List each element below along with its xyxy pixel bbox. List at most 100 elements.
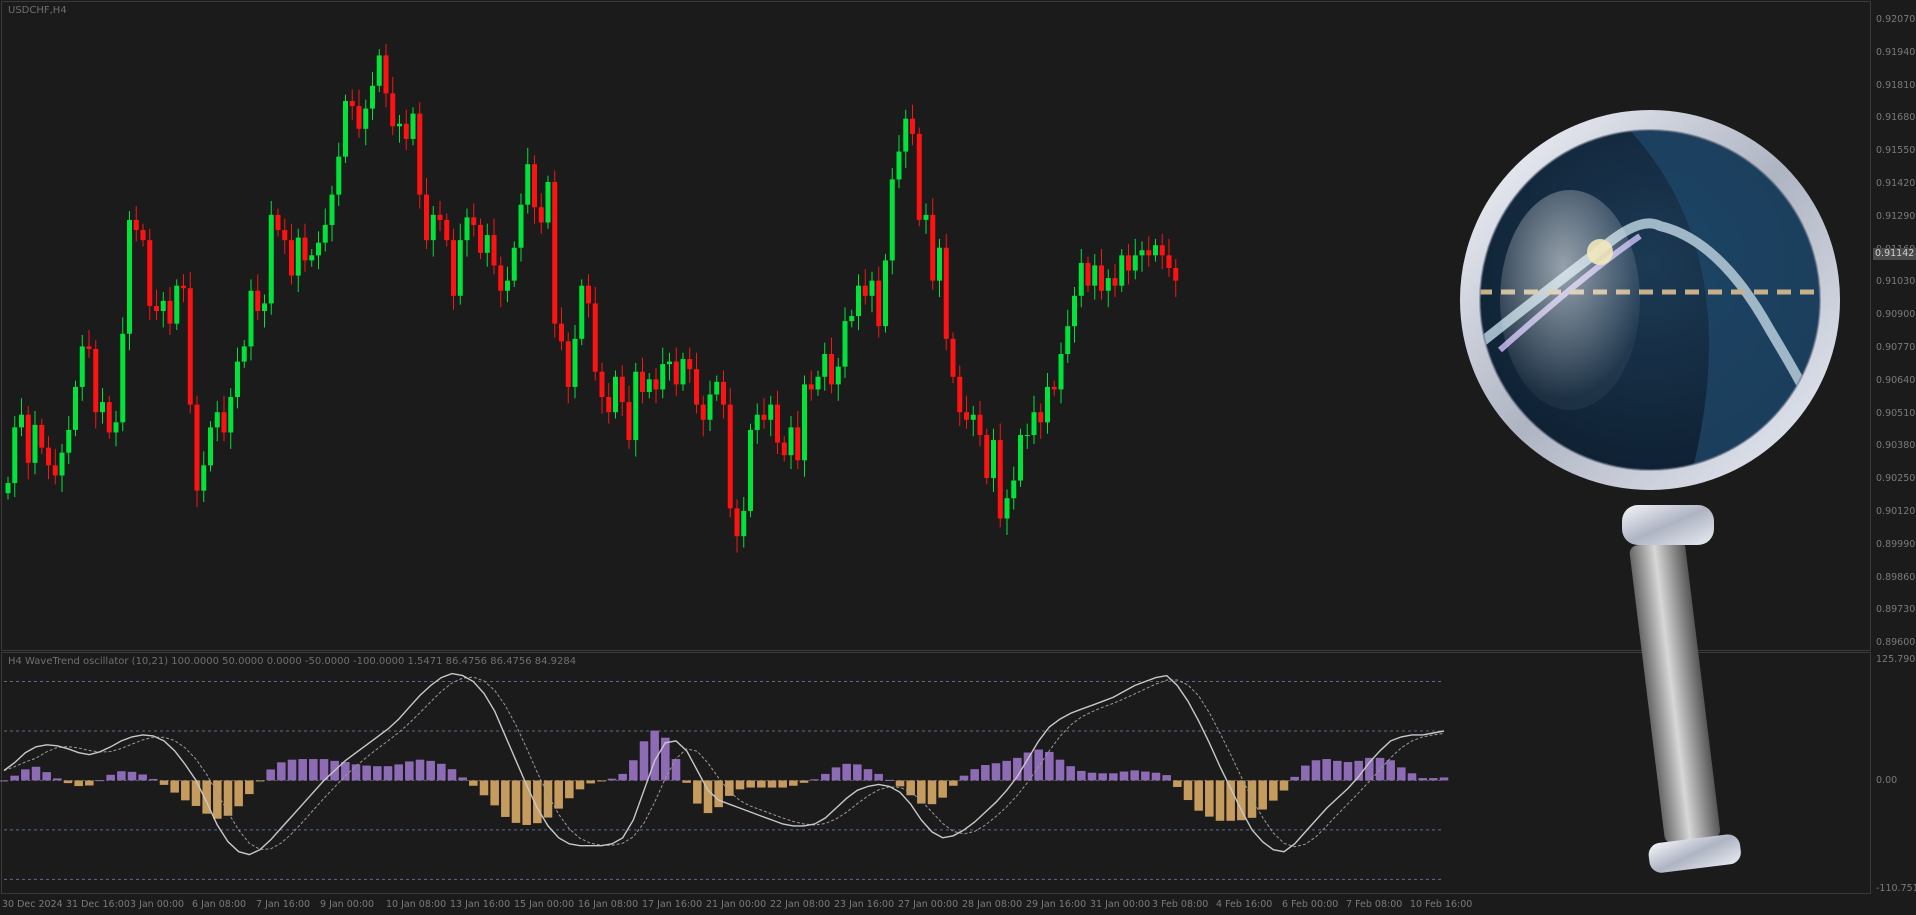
bear-candle [417,113,423,195]
time-tick-label: 22 Jan 08:00 [770,899,831,910]
price-tick-label: 0.91420 [1876,178,1916,189]
bull-candle [1153,245,1158,256]
bull-candle [12,427,18,484]
osc-histogram-bar [1301,765,1310,781]
price-tick-label: 0.91550 [1876,145,1916,157]
osc-histogram-bar [842,763,851,781]
bear-candle [383,55,389,94]
bear-candle [444,219,450,241]
bull-candle [680,359,686,385]
osc-histogram-bar [554,780,563,809]
bull-candle [883,260,888,327]
bull-candle [1018,434,1023,481]
osc-histogram-bar [650,730,659,781]
bull-candle [1072,295,1077,327]
bull-candle [1045,386,1050,423]
bear-candle [626,402,632,441]
osc-histogram-bar [117,771,126,781]
bull-candle [430,214,436,241]
bear-candle [289,240,294,276]
osc-histogram-bar [757,780,766,788]
time-tick-label: 7 Jan 16:00 [256,899,311,910]
osc-histogram-bar [490,780,499,806]
bear-candle [194,404,200,491]
bear-candle [147,240,153,306]
price-tick-label: 0.92070 [1876,14,1916,25]
bull-candle [613,376,618,413]
bull-candle [754,414,760,430]
osc-histogram-bar [1109,773,1118,781]
bear-candle [437,214,443,220]
osc-histogram-bar [287,759,297,781]
bear-candle [910,118,915,134]
bull-candle [511,247,517,281]
osc-histogram-bar [127,771,137,781]
bear-candle [451,240,456,296]
bull-candle [525,164,531,205]
bear-candle [964,412,969,420]
osc-histogram-bar [970,769,979,781]
bull-candle [268,214,274,304]
osc-histogram-bar [799,780,809,783]
osc-histogram-bar [469,780,478,786]
osc-histogram-bar [885,779,894,781]
bull-candle [788,427,794,456]
price-chart-pane[interactable]: USDCHF,H4 [1,1,1871,651]
bull-candle [1004,498,1010,519]
time-tick-label: 23 Jan 16:00 [834,899,895,910]
osc-histogram-bar [586,780,595,784]
time-tick-label: 9 Jan 00:00 [320,899,375,910]
bull-candle [316,242,321,256]
bear-candle [1099,265,1104,291]
osc-histogram-bar [95,780,105,782]
price-tick-label: 0.90770 [1876,342,1916,353]
bear-candle [829,354,834,385]
bear-candle [302,237,308,261]
bear-candle [808,384,814,390]
time-tick-label: 3 Jan 00:00 [130,899,185,910]
bear-candle [687,359,693,370]
bear-candle [984,434,990,478]
osc-histogram-bar [362,765,371,781]
bear-candle [39,424,45,448]
oscillator-pane[interactable]: H4 WaveTrend oscillator (10,21) 100.0000… [1,652,1871,894]
bull-candle [336,156,342,195]
bull-candle [309,255,315,261]
time-tick-label: 6 Feb 00:00 [1282,899,1339,910]
bear-candle [781,442,787,456]
bull-candle [376,55,382,86]
osc-histogram-bar [949,780,958,786]
osc-axis-bottom: -110.7519 [1876,883,1916,894]
bull-candle [660,364,666,390]
osc-histogram-bar [906,780,915,796]
bull-candle [19,414,24,428]
price-tick-label: 0.90380 [1876,440,1916,452]
price-tick-label: 0.89990 [1876,538,1916,550]
bear-candle [471,217,477,225]
osc-histogram-bar [1226,780,1235,821]
time-tick-label: 7 Feb 08:00 [1346,899,1403,910]
osc-histogram-bar [149,778,158,781]
osc-histogram-bar [1279,780,1289,791]
osc-histogram-bar [213,780,222,819]
bull-candle [59,452,65,476]
osc-histogram-bar [21,769,30,781]
bull-candle [822,354,828,377]
osc-axis-zero: 0.00 [1876,775,1898,786]
bull-candle [1011,480,1017,499]
bear-candle [498,265,504,291]
bear-candle [640,371,645,392]
osc-histogram-bar [1162,775,1171,781]
time-tick-label: 17 Jan 16:00 [642,899,703,910]
osc-histogram-bar [1151,772,1161,781]
price-tick-label: 0.91680 [1876,112,1916,124]
bull-candle [66,429,72,453]
osc-histogram-bar [159,780,169,785]
osc-histogram-bar [735,780,745,790]
price-tick-label: 0.90120 [1876,506,1916,517]
oscillator-label: H4 WaveTrend oscillator (10,21) 100.0000… [8,656,577,667]
bear-candle [592,303,598,372]
bull-candle [869,280,875,296]
